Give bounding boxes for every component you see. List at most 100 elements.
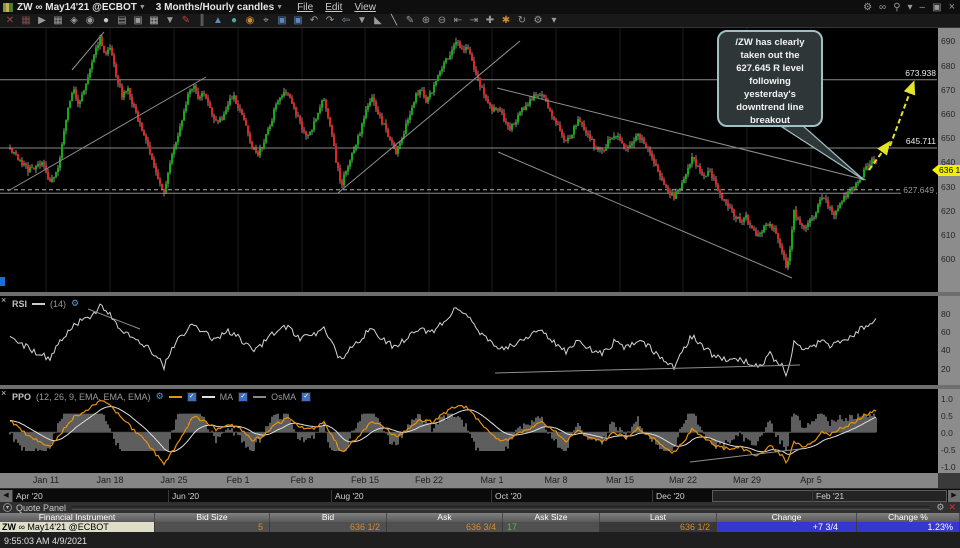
axis-corner: [938, 473, 960, 488]
menu-edit[interactable]: Edit: [325, 2, 342, 13]
scrollbar-tick: [331, 490, 332, 502]
main-trendline: [8, 77, 206, 191]
ppo-tick: -1.0: [941, 462, 956, 472]
rsi-line: [10, 304, 876, 376]
back-icon[interactable]: ⇦: [338, 14, 354, 27]
quote-ask-size-cell[interactable]: 17: [503, 522, 600, 532]
up-candles: [13, 37, 873, 268]
time-axis-label: Apr 5: [800, 475, 822, 485]
scrollbar-date-label: Aug '20: [335, 491, 364, 501]
status-datetime: 9:55:03 AM 4/9/2021: [4, 536, 87, 546]
move-icon[interactable]: ✚: [482, 14, 498, 27]
quote-col-header: Change: [717, 513, 857, 522]
dot-icon[interactable]: ●: [98, 14, 114, 27]
zoom-in-icon[interactable]: ⊕: [418, 14, 434, 27]
pin-icon[interactable]: ⚲: [893, 2, 900, 13]
volume-bars-icon[interactable]: ║: [194, 14, 210, 27]
quote-settings-icon[interactable]: ⚙: [936, 502, 944, 513]
target-icon[interactable]: ◉: [242, 14, 258, 27]
menu-file[interactable]: File: [297, 2, 313, 13]
quote-bid-size-cell[interactable]: 5: [155, 522, 270, 532]
erase-icon[interactable]: ✕: [2, 14, 18, 27]
price-chart-svg[interactable]: [0, 28, 938, 473]
panel-splitter-main-rsi[interactable]: [0, 292, 960, 296]
more-dropdown-icon[interactable]: ▾: [546, 14, 562, 27]
pan-icon[interactable]: ◈: [66, 14, 82, 27]
cursor-icon[interactable]: ▶: [34, 14, 50, 27]
minimize-icon[interactable]: –: [920, 2, 926, 13]
expand-left-icon[interactable]: ⇤: [450, 14, 466, 27]
quote-change-pct-cell[interactable]: 1.23%: [857, 522, 960, 532]
chart-style-icon[interactable]: ▤: [114, 14, 130, 27]
scroll-left-icon[interactable]: ◀: [0, 490, 12, 502]
ppo-tick: 0.5: [941, 411, 953, 421]
pin-dropdown-icon[interactable]: ▾: [908, 2, 913, 13]
symbol-dropdown-icon[interactable]: ▼: [139, 4, 146, 11]
flower-icon[interactable]: ✱: [498, 14, 514, 27]
quote-col-header: Ask Size: [503, 513, 600, 522]
time-axis-label: Feb 1: [226, 475, 249, 485]
app-icon: [3, 3, 13, 12]
refresh-icon[interactable]: ↻: [514, 14, 530, 27]
chart-area[interactable]: 690680670660650640630620610600806040201.…: [0, 28, 960, 473]
link-icon[interactable]: ∞: [879, 2, 886, 13]
panel-blue2-icon[interactable]: ▣: [290, 14, 306, 27]
chart-settings-icon[interactable]: ⚙: [863, 2, 872, 13]
scroll-right-icon[interactable]: ▶: [948, 490, 960, 502]
timeframe-dropdown-icon[interactable]: ▼: [276, 4, 283, 11]
menu-view[interactable]: View: [354, 2, 376, 13]
undo-icon[interactable]: ↶: [306, 14, 322, 27]
restore-icon[interactable]: ▣: [932, 2, 941, 13]
scrollbar-tick: [168, 490, 169, 502]
price-tick: 680: [941, 61, 955, 71]
tool-dropdown-icon[interactable]: ▼: [354, 14, 370, 27]
quote-panel-title: Quote Panel: [16, 503, 66, 513]
ellipse-icon[interactable]: ◉: [82, 14, 98, 27]
window-controls: ⚙ ∞ ⚲ ▾–▣ ×: [863, 1, 960, 13]
quote-last-cell[interactable]: 636 1/2: [600, 522, 717, 532]
zoom-out-icon[interactable]: ⊖: [434, 14, 450, 27]
layout-icon[interactable]: ▦: [146, 14, 162, 27]
crosshair-icon[interactable]: ⌖: [258, 14, 274, 27]
rsi-tick: 20: [941, 364, 950, 374]
pattern-grid-icon[interactable]: ▦: [18, 14, 34, 27]
trendline-icon[interactable]: ╲: [386, 14, 402, 27]
last-price-badge-nub: [932, 165, 938, 175]
globe-icon[interactable]: ●: [226, 14, 242, 27]
quote-close-icon[interactable]: ✕: [948, 502, 956, 513]
time-scrollbar[interactable]: ◀▶Apr '20Jun '20Aug '20Oct '20Dec '20Feb…: [0, 488, 960, 502]
redo-icon[interactable]: ↷: [322, 14, 338, 27]
scrollbar-tick: [812, 490, 813, 502]
wrench-icon[interactable]: ⚙: [530, 14, 546, 27]
quote-ask-cell[interactable]: 636 3/4: [387, 522, 503, 532]
timeframe-selector[interactable]: 3 Months/Hourly candles: [156, 2, 274, 13]
quote-bid-cell[interactable]: 636 1/2: [270, 522, 387, 532]
quote-change-cell[interactable]: +7 3/4: [717, 522, 857, 532]
time-axis-label: Mar 15: [606, 475, 634, 485]
ruler-icon[interactable]: ◣: [370, 14, 386, 27]
price-axis[interactable]: 690680670660650640630620610600806040201.…: [938, 28, 960, 473]
time-axis-label: Jan 11: [33, 475, 59, 485]
draw-icon[interactable]: ✎: [178, 14, 194, 27]
symbol-title[interactable]: ZW ∞ May14'21 @ECBOT: [17, 2, 137, 13]
quote-col-header: Change %: [857, 513, 960, 522]
ppo-tick: 1.0: [941, 394, 953, 404]
scrollbar-tick: [491, 490, 492, 502]
quote-table-row[interactable]: ZW ∞ May14'21 @ECBOT5636 1/2636 3/417636…: [0, 522, 960, 532]
pyramid-icon[interactable]: ▲: [210, 14, 226, 27]
close-icon[interactable]: ×: [949, 1, 955, 13]
price-tick: 630: [941, 182, 955, 192]
panel-blue-icon[interactable]: ▣: [274, 14, 290, 27]
trading-chart-window: ZW ∞ May14'21 @ECBOT ▼ 3 Months/Hourly c…: [0, 0, 960, 548]
note-icon[interactable]: ✎: [402, 14, 418, 27]
grid-icon[interactable]: ▦: [50, 14, 66, 27]
snapshot-icon[interactable]: ▣: [130, 14, 146, 27]
style-dropdown-icon[interactable]: ▼: [162, 14, 178, 27]
time-axis[interactable]: Jan 11Jan 18Jan 25Feb 1Feb 8Feb 15Feb 22…: [0, 473, 938, 488]
quote-panel-collapse-icon[interactable]: ▾: [3, 503, 12, 512]
panel-splitter-rsi-ppo[interactable]: [0, 385, 960, 389]
rsi-tick: 40: [941, 345, 950, 355]
scrollbar-date-label: Jun '20: [172, 491, 199, 501]
quote-instrument-cell[interactable]: ZW ∞ May14'21 @ECBOT: [0, 522, 155, 532]
expand-right-icon[interactable]: ⇥: [466, 14, 482, 27]
